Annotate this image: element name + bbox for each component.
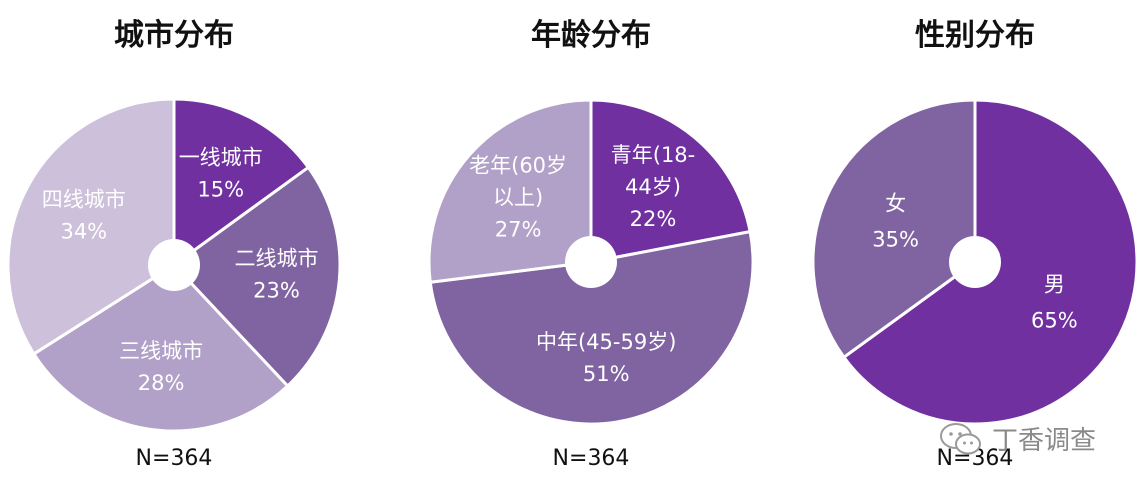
chart-title: 城市分布	[114, 18, 234, 53]
sample-size-label: N=364	[552, 446, 630, 471]
slice-label-四线城市: 四线城市 34%	[42, 187, 126, 243]
pie-slice-青年-18-44岁	[589, 98, 752, 264]
pie-center-hole	[949, 236, 1001, 288]
pie-slice-二线城市	[172, 165, 342, 388]
city-distribution-chart: 城市分布 一线城市 15% 二线城市 23% 三线城市 28% 四线城市 34% N=364	[0, 0, 354, 486]
pie-slice-中年-45-59岁	[428, 230, 755, 426]
pie-center-hole	[565, 236, 617, 288]
slice-label-男: 男 65%	[1031, 273, 1078, 333]
age-distribution-chart: 年龄分布 青年(18-44岁) 22% 中年(45-59岁) 51% 老年(60岁以上)…	[411, 0, 771, 486]
slice-label-女: 女 35%	[872, 192, 919, 252]
watermark-text: 丁香调查	[992, 426, 1097, 456]
pie-slice-女	[811, 98, 977, 359]
slice-label-三线城市: 三线城市 28%	[119, 339, 203, 395]
wechat-icon	[940, 422, 981, 454]
chart-title: 性别分布	[915, 18, 1035, 53]
watermark: 丁香调查	[938, 420, 1096, 457]
pie-slice-老年-60岁以上	[427, 98, 593, 284]
slice-label-二线城市: 二线城市 23%	[235, 247, 319, 303]
pie-slice-一线城市	[172, 97, 310, 267]
slice-label-青年-18-44岁: 青年(18-44岁) 22%	[611, 143, 696, 231]
slice-label-老年-60岁以上: 老年(60岁以上) 27%	[469, 154, 567, 242]
pie-gender: 男 65% 女 35%	[811, 98, 1139, 426]
pie-age: 青年(18-44岁) 22% 中年(45-59岁) 51% 老年(60岁以上) 27%	[427, 98, 755, 426]
chart-title: 年龄分布	[531, 18, 651, 53]
pie-city: 一线城市 15% 二线城市 23% 三线城市 28% 四线城市 34%	[6, 97, 342, 433]
pie-slice-三线城市	[32, 263, 290, 433]
slice-label-一线城市: 一线城市 15%	[179, 145, 263, 201]
pie-slice-四线城市	[6, 97, 176, 356]
slice-label-中年-45-59岁: 中年(45-59岁) 51%	[536, 330, 676, 386]
sample-size-label: N=364	[135, 446, 213, 471]
pie-center-hole	[148, 239, 200, 291]
gender-distribution-chart: 性别分布 男 65% 女 35% N=364	[795, 0, 1143, 486]
